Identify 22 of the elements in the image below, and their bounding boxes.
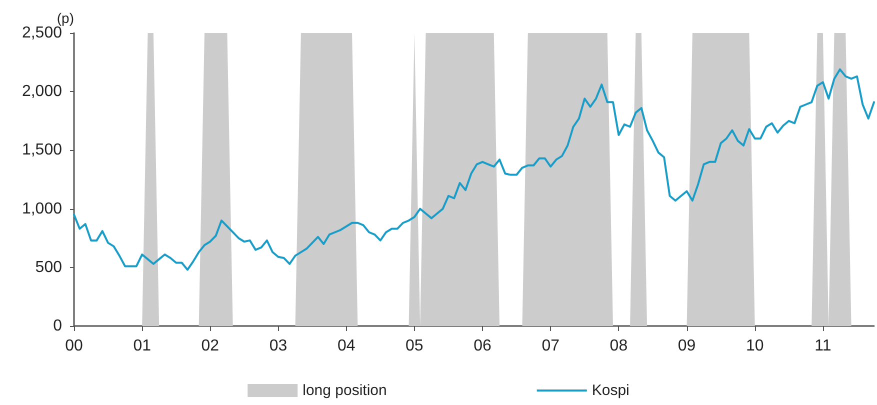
x-tick-label: 05 — [406, 338, 424, 354]
x-tick-label: 10 — [746, 338, 764, 354]
x-tick-label: 07 — [542, 338, 560, 354]
x-tick-label: 03 — [269, 338, 288, 354]
y-tick-label: 500 — [35, 258, 62, 276]
x-tick-label: 01 — [133, 338, 152, 354]
y-axis-title: (p) — [56, 10, 74, 26]
x-tick-label: 00 — [65, 338, 83, 354]
y-tick-label: 1,000 — [22, 200, 62, 218]
y-tick-label: 0 — [53, 318, 62, 334]
x-tick-label: 11 — [814, 338, 832, 354]
x-tick-label: 09 — [678, 338, 696, 354]
y-tick-label: 2,500 — [22, 24, 62, 42]
legend-label: Kospi — [592, 382, 630, 399]
y-tick-label: 2,000 — [22, 83, 62, 100]
x-tick-label: 04 — [337, 338, 356, 354]
line-series — [73, 68, 875, 271]
x-tick-label: 08 — [610, 338, 628, 354]
x-tick-label: 06 — [474, 338, 492, 354]
legend-label: long position — [302, 382, 387, 399]
x-tick-label: 02 — [201, 338, 220, 354]
y-tick-label: 1,500 — [22, 142, 62, 159]
